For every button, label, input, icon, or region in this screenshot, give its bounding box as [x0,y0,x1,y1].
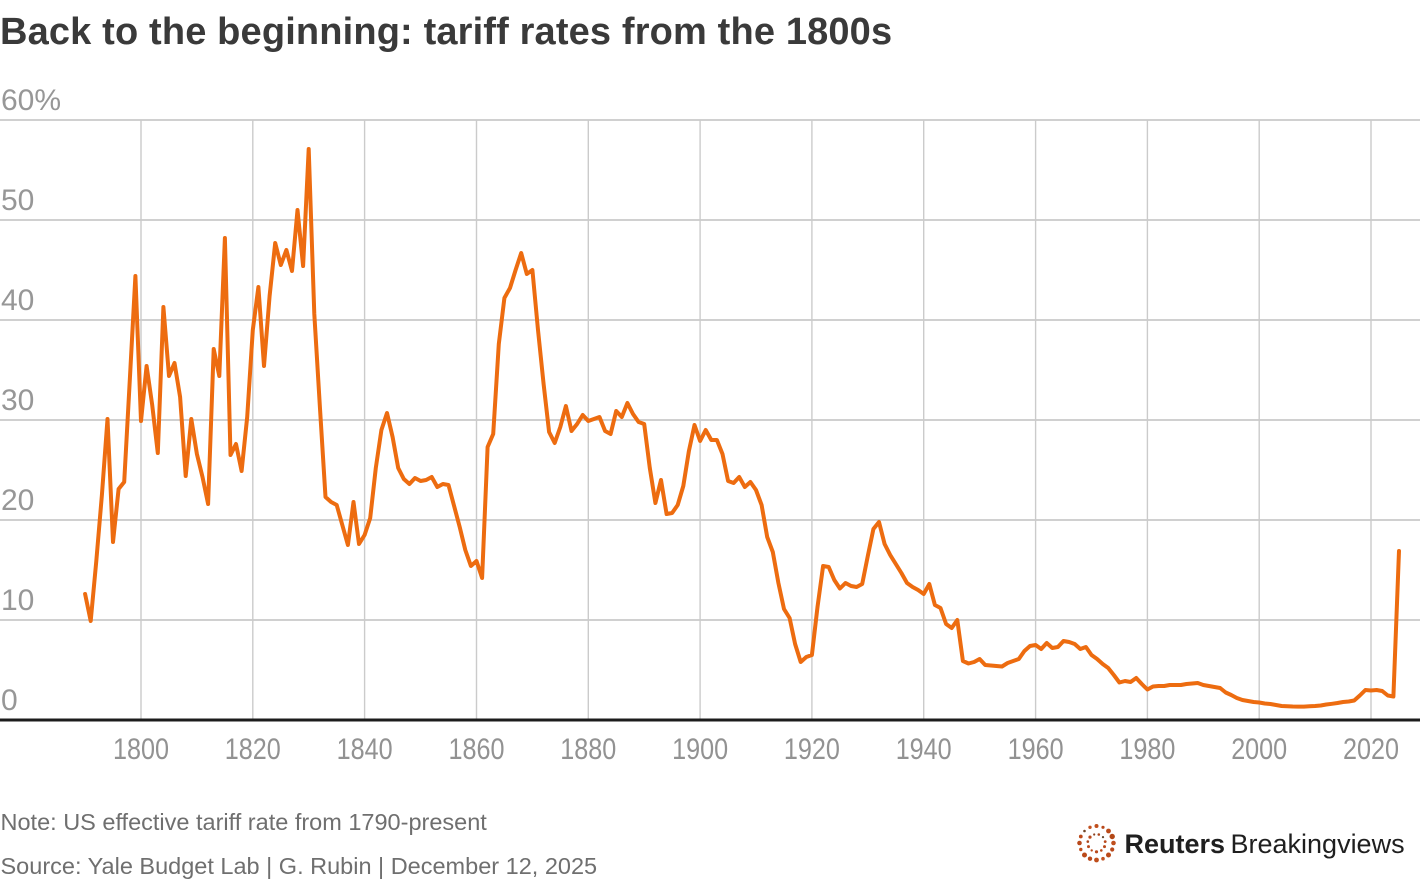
svg-text:2000: 2000 [1231,733,1287,766]
svg-text:1860: 1860 [449,733,505,766]
svg-text:40: 40 [1,284,34,317]
svg-text:0: 0 [1,684,18,717]
svg-text:1920: 1920 [784,733,840,766]
svg-text:1820: 1820 [225,733,281,766]
svg-text:Back to the beginning: tariff: Back to the beginning: tariff rates from… [0,11,892,53]
svg-text:1800: 1800 [113,733,169,766]
svg-text:20: 20 [1,484,34,517]
svg-text:Source: Yale Budget Lab | G. R: Source: Yale Budget Lab | G. Rubin | Dec… [1,853,598,879]
svg-text:50: 50 [1,184,34,217]
svg-text:10: 10 [1,584,34,617]
svg-text:2020: 2020 [1343,733,1399,766]
svg-text:1900: 1900 [672,733,728,766]
svg-text:1940: 1940 [896,733,952,766]
svg-text:60%: 60% [1,84,61,117]
svg-text:1880: 1880 [560,733,616,766]
svg-text:30: 30 [1,384,34,417]
svg-text:Breakingviews: Breakingviews [1231,829,1405,859]
svg-text:1960: 1960 [1008,733,1064,766]
svg-text:1980: 1980 [1119,733,1175,766]
svg-text:Reuters: Reuters [1125,829,1226,859]
svg-text:Note: US effective tariff rate: Note: US effective tariff rate from 1790… [1,809,488,835]
svg-text:1840: 1840 [337,733,393,766]
